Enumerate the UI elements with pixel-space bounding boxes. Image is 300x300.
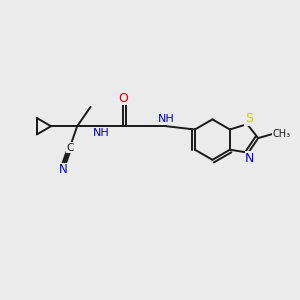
Text: S: S xyxy=(244,112,253,125)
Text: N: N xyxy=(245,152,254,164)
Text: O: O xyxy=(118,92,128,105)
Text: NH: NH xyxy=(158,114,175,124)
Text: CH₃: CH₃ xyxy=(273,129,291,139)
Text: N: N xyxy=(59,163,68,176)
Text: NH: NH xyxy=(93,128,109,138)
Text: C: C xyxy=(66,142,74,153)
